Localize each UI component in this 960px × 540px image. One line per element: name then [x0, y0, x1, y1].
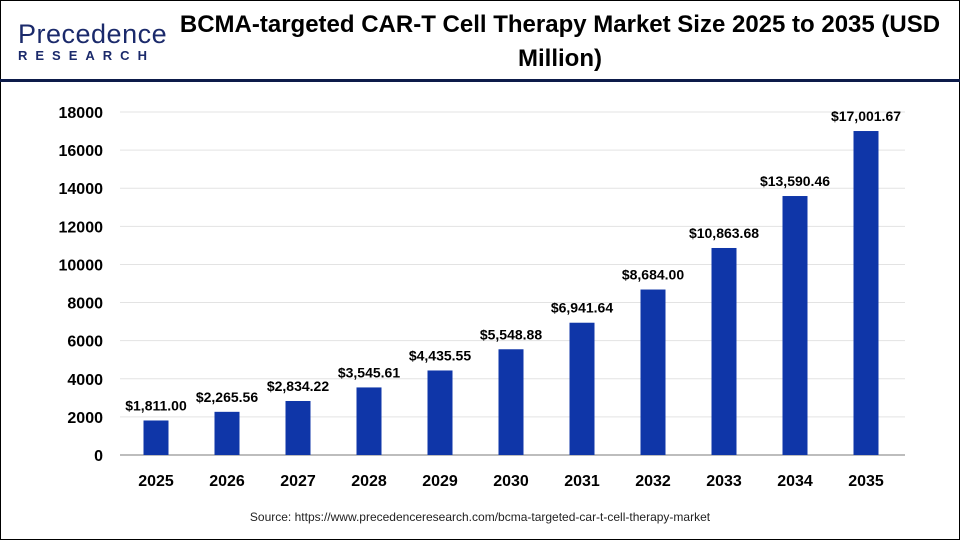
- bar: [640, 289, 666, 455]
- bar: [143, 420, 169, 455]
- data-label: $13,590.46: [760, 173, 830, 189]
- data-label: $8,684.00: [622, 267, 684, 283]
- y-tick-label: 18000: [59, 105, 104, 122]
- bar: [427, 370, 453, 455]
- data-label: $6,941.64: [551, 300, 613, 316]
- y-tick-label: 16000: [59, 143, 104, 160]
- data-label: $10,863.68: [689, 225, 759, 241]
- bar: [711, 247, 737, 455]
- logo-subtitle: RESEARCH: [18, 48, 155, 63]
- x-tick-label: 2029: [422, 473, 458, 490]
- y-tick-label: 8000: [67, 296, 103, 313]
- data-label: $1,811.00: [125, 397, 187, 413]
- data-label: $2,834.22: [267, 378, 329, 394]
- y-tick-label: 4000: [67, 372, 103, 389]
- header-divider: [0, 79, 960, 82]
- logo: Precedence RESEARCH: [18, 19, 168, 64]
- bar: [853, 131, 879, 455]
- y-tick-label: 2000: [67, 410, 103, 427]
- data-label: $2,265.56: [196, 389, 258, 405]
- source-text: Source: https://www.precedenceresearch.c…: [249, 510, 711, 524]
- bar: [214, 411, 240, 455]
- x-tick-label: 2033: [706, 473, 742, 490]
- data-label: $4,435.55: [409, 347, 471, 363]
- data-label: $3,545.61: [338, 364, 400, 380]
- x-tick-label: 2034: [777, 473, 813, 490]
- x-tick-label: 2030: [493, 473, 529, 490]
- chart-title: BCMA-targeted CAR-T Cell Therapy Market …: [179, 11, 941, 72]
- bar: [782, 196, 808, 455]
- y-tick-label: 10000: [59, 257, 104, 274]
- x-tick-label: 2031: [564, 473, 600, 490]
- y-tick-label: 0: [94, 448, 103, 465]
- x-tick-label: 2032: [635, 473, 671, 490]
- bar: [356, 387, 382, 455]
- data-label: $17,001.67: [831, 108, 901, 124]
- data-label: $5,548.88: [480, 326, 542, 342]
- bar: [285, 400, 311, 455]
- x-tick-label: 2028: [351, 473, 387, 490]
- x-tick-label: 2026: [209, 473, 245, 490]
- logo-wordmark: Precedence: [18, 19, 168, 49]
- x-tick-label: 2027: [280, 473, 316, 490]
- bar: [498, 349, 524, 455]
- bar: [569, 322, 595, 455]
- x-tick-label: 2025: [138, 473, 174, 490]
- x-tick-label: 2035: [848, 473, 884, 490]
- y-tick-label: 6000: [67, 334, 103, 351]
- y-tick-label: 12000: [59, 219, 104, 236]
- y-tick-label: 14000: [59, 181, 104, 198]
